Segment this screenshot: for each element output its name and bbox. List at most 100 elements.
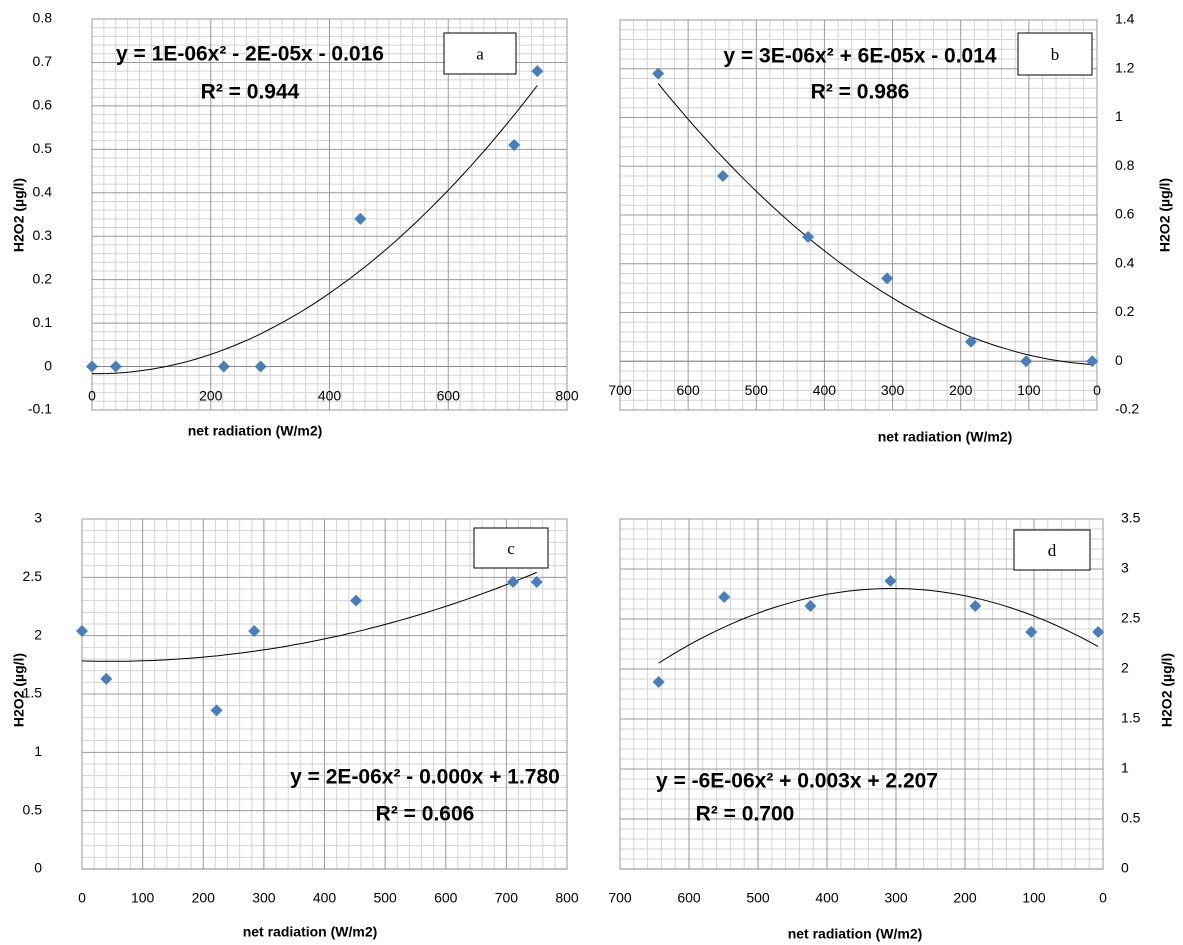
- x-tick-label: 400: [815, 890, 839, 906]
- x-tick-label: 500: [746, 890, 770, 906]
- trendline: [658, 587, 1099, 664]
- data-point: [969, 600, 982, 612]
- chart-panel: 0 0.5 1 1.5 2 2.5 3 0 100 200 300 400 500 600 700 800 y …: [11, 510, 579, 940]
- y-tick-label: 0.8: [33, 10, 53, 26]
- x-tick-label: 0: [1099, 890, 1107, 906]
- y-tick-label: 0: [1121, 860, 1129, 876]
- data-point: [1086, 355, 1099, 368]
- y-tick-label: 0.7: [33, 53, 53, 69]
- r-squared: R² = 0.986: [811, 81, 910, 104]
- equation: y = 1E-06x² - 2E-05x - 0.016: [116, 43, 384, 66]
- y-tick-label: 1.5: [1121, 710, 1141, 726]
- x-tick-label: 200: [199, 387, 223, 403]
- trendline: [81, 572, 537, 662]
- y-tick-label: 0.5: [23, 801, 43, 817]
- data-point: [354, 212, 367, 225]
- y-tick-label: 2.5: [1121, 610, 1141, 626]
- equation: y = 3E-06x² + 6E-05x - 0.014: [723, 45, 997, 68]
- y-tick-label: 2: [1121, 660, 1129, 676]
- x-tick-label: 100: [1017, 382, 1041, 398]
- data-point: [350, 594, 363, 607]
- x-tick-label: 0: [1093, 382, 1101, 398]
- y-tick-label: 2: [34, 626, 42, 642]
- x-tick-label: 300: [252, 890, 276, 906]
- y-axis-title: H2O2 (µg/l): [11, 653, 27, 727]
- data-point: [210, 704, 223, 717]
- chart-panel: -0.2 0 0.2 0.4 0.6 0.8 1 1.2 1.4 700 600 500 400 300 2…: [608, 11, 1172, 445]
- y-tick-label: 3: [1121, 560, 1129, 576]
- y-tick-label: 0.6: [33, 97, 53, 113]
- x-tick-label: 400: [813, 382, 837, 398]
- y-tick-label: 0.2: [33, 270, 53, 286]
- data-point: [76, 625, 88, 637]
- data-point: [507, 576, 520, 588]
- x-axis-title: net radiation (W/m2): [188, 423, 323, 439]
- chart-panel: 0 0.5 1 1.5 2 2.5 3 3.5 700 600 500 400 300 200 100 0 y …: [608, 510, 1174, 942]
- data-point: [1020, 355, 1033, 368]
- panel-label: a: [476, 44, 484, 63]
- data-point: [508, 138, 521, 151]
- y-tick-label: 1: [1121, 760, 1129, 776]
- data-point: [884, 575, 897, 587]
- data-point: [1025, 626, 1038, 638]
- y-tick-label: 0: [1115, 352, 1123, 368]
- x-tick-label: 600: [677, 890, 701, 906]
- x-tick-label: 400: [313, 890, 337, 906]
- trendline: [92, 85, 538, 375]
- label-box: [1013, 529, 1091, 571]
- y-tick-label: 1: [34, 743, 42, 759]
- trendline: [657, 83, 1093, 366]
- label-box: [1017, 32, 1093, 76]
- data-point: [86, 360, 98, 373]
- y-tick-label: 2.5: [23, 568, 43, 584]
- x-tick-label: 200: [192, 890, 216, 906]
- y-tick-label: 3: [34, 510, 42, 526]
- x-tick-label: 0: [78, 890, 86, 906]
- y-tick-label: 0: [34, 860, 42, 876]
- x-axis-title: net radiation (W/m2): [243, 924, 378, 940]
- label-box: [443, 32, 517, 75]
- x-tick-label: 500: [745, 382, 769, 398]
- data-point: [109, 360, 122, 373]
- data-point: [530, 576, 543, 588]
- data-point: [248, 625, 261, 637]
- x-tick-label: 400: [318, 387, 342, 403]
- data-point: [531, 65, 544, 78]
- x-tick-label: 100: [131, 890, 155, 906]
- x-axis-title: net radiation (W/m2): [788, 926, 923, 942]
- y-tick-label: 3.5: [1121, 510, 1141, 526]
- r-squared: R² = 0.944: [201, 81, 300, 104]
- chart-panel: -0.1 0 0.1 0.2 0.3 0.4 0.5 0.6 0.7 0.8 0 200 400 600 8…: [11, 10, 579, 439]
- x-tick-label: 600: [434, 890, 458, 906]
- y-tick-label: 1: [1115, 108, 1123, 124]
- x-tick-label: 700: [495, 890, 519, 906]
- x-tick-label: 800: [555, 890, 579, 906]
- data-point: [716, 170, 729, 182]
- y-axis-title: H2O2 (µg/l): [11, 178, 27, 252]
- x-tick-label: 100: [1022, 890, 1046, 906]
- panel-label: d: [1048, 541, 1057, 560]
- plot-area: [619, 518, 1104, 870]
- y-tick-label: 0.3: [33, 227, 53, 243]
- x-tick-label: 200: [953, 890, 977, 906]
- y-tick-label: 0.4: [33, 183, 53, 199]
- y-tick-label: 0: [44, 357, 52, 373]
- y-tick-label: 0.5: [33, 140, 53, 156]
- label-box: [473, 527, 549, 569]
- data-point: [217, 360, 230, 373]
- x-tick-label: 200: [949, 382, 973, 398]
- y-tick-label: 0.8: [1115, 157, 1135, 173]
- equation: y = -6E-06x² + 0.003x + 2.207: [656, 770, 938, 793]
- x-tick-label: 700: [608, 890, 632, 906]
- y-tick-label: -0.2: [1115, 401, 1139, 417]
- x-axis-title: net radiation (W/m2): [878, 429, 1013, 445]
- x-tick-label: 600: [676, 382, 700, 398]
- data-point: [652, 67, 665, 80]
- x-tick-label: 500: [373, 890, 397, 906]
- x-tick-label: 0: [88, 387, 96, 403]
- y-axis-title: H2O2 (µg/l): [1159, 653, 1175, 727]
- panel-label: b: [1051, 45, 1060, 64]
- y-tick-label: 1.2: [1115, 59, 1135, 75]
- y-tick-label: 1.4: [1115, 11, 1135, 27]
